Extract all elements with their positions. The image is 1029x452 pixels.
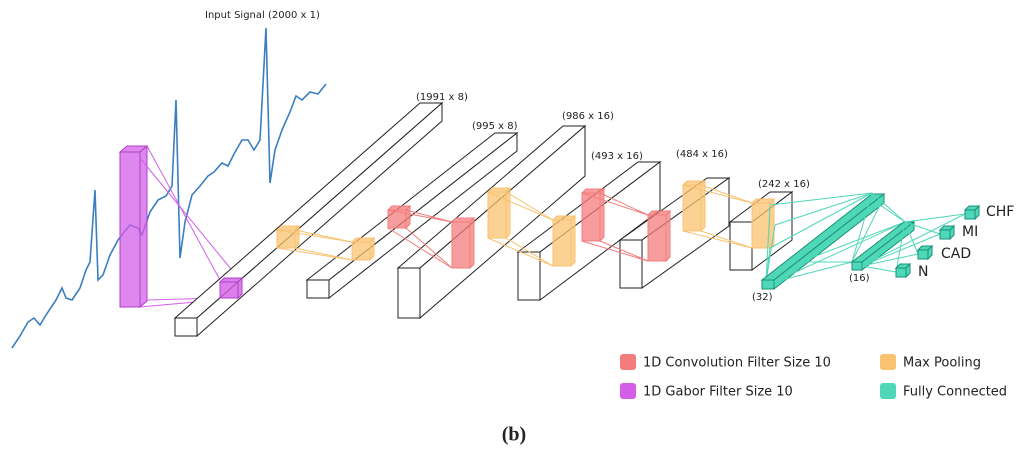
legend-swatch: [880, 383, 896, 399]
filter-patch: [452, 222, 470, 268]
dense-layer: [762, 280, 774, 289]
gabor-patch: [238, 278, 242, 298]
output-label: N: [918, 264, 928, 280]
legend-swatch: [620, 354, 636, 370]
filter-patch: [370, 238, 374, 260]
layer-label: (493 x 16): [591, 151, 643, 162]
dense-layer: [852, 262, 862, 270]
filter-patch: [701, 181, 705, 231]
filter-patch: [666, 211, 670, 261]
legend-label: 1D Gabor Filter Size 10: [643, 385, 793, 400]
filter-patch: [506, 188, 510, 238]
legend-label: 1D Convolution Filter Size 10: [643, 356, 831, 371]
dense-label: (32): [752, 292, 773, 303]
gabor-filter: [140, 146, 147, 307]
output-node: [965, 210, 975, 219]
filter-patch: [571, 216, 575, 266]
feature-map: [620, 240, 642, 288]
filter-patch: [770, 199, 774, 248]
output-label: CAD: [941, 246, 971, 262]
feature-map: [730, 222, 752, 270]
ecg-signal: [12, 28, 326, 348]
filter-patch: [582, 193, 600, 241]
output-node: [940, 230, 950, 239]
filter-patch: [553, 220, 571, 266]
layer-label: (484 x 16): [676, 149, 728, 160]
filter-patch: [648, 215, 666, 261]
legend-swatch: [880, 354, 896, 370]
filter-patch: [752, 203, 770, 248]
output-node: [896, 268, 906, 277]
dense-label: (16): [849, 273, 870, 284]
filter-patch: [488, 192, 506, 238]
network-drawing: [12, 28, 979, 348]
output-node: [918, 250, 928, 259]
layer-label: (1991 x 8): [416, 92, 468, 103]
feature-map: [175, 318, 197, 336]
connection: [140, 158, 240, 280]
connection: [147, 146, 220, 280]
filter-patch: [352, 242, 370, 260]
caption: (b): [502, 424, 526, 446]
output-label: CHF: [986, 204, 1014, 220]
gabor-filter: [120, 152, 140, 307]
output-label: MI: [962, 224, 978, 240]
filter-patch: [600, 189, 604, 241]
input-label: Input Signal (2000 x 1): [205, 10, 320, 21]
layer-label: (242 x 16): [758, 179, 810, 190]
filter-patch: [295, 226, 299, 248]
filter-patch: [470, 218, 474, 268]
filter-patch: [388, 210, 406, 228]
feature-map: [307, 280, 329, 298]
filter-patch: [277, 230, 295, 248]
connection: [862, 266, 896, 272]
diagram: Input Signal (2000 x 1) (1991 x 8) (995 …: [0, 0, 1029, 452]
legend-label: Fully Connected: [903, 385, 1007, 400]
legend-label: Max Pooling: [903, 356, 981, 371]
gabor-patch: [220, 282, 238, 298]
filter-patch: [683, 185, 701, 231]
legend-swatch: [620, 383, 636, 399]
feature-map: [398, 268, 420, 318]
layer-label: (986 x 16): [562, 111, 614, 122]
connection: [880, 205, 905, 222]
filter-patch: [406, 206, 410, 228]
layer-label: (995 x 8): [472, 121, 518, 132]
